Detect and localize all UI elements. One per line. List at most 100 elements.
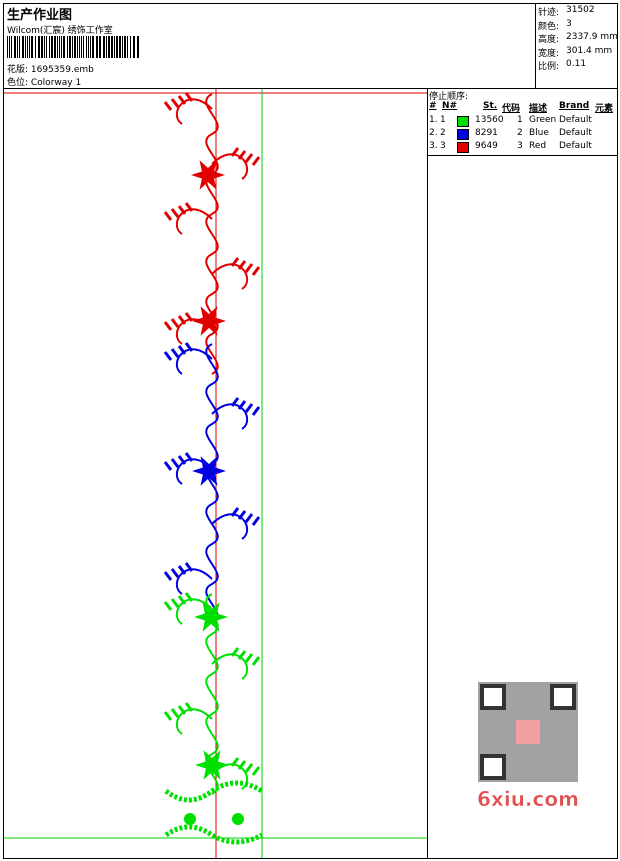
dot (232, 813, 244, 825)
stat-label: 颜色: (538, 21, 560, 32)
leaf (230, 757, 240, 767)
bar (83, 36, 84, 58)
stat-value: 31502 (566, 5, 595, 15)
leaf (184, 702, 194, 712)
leaf (163, 461, 173, 471)
dot (184, 813, 196, 825)
leaf (177, 595, 187, 605)
row-index: 3. (429, 141, 438, 151)
brand: Default (559, 128, 592, 138)
flower (191, 160, 225, 190)
bar (67, 36, 68, 58)
leaf (170, 708, 180, 718)
bar (61, 36, 62, 58)
leaf (251, 656, 261, 666)
bar (119, 36, 121, 58)
leaf (237, 650, 247, 660)
leaf (251, 266, 261, 276)
row-n: 1 (440, 115, 446, 125)
border (164, 780, 264, 803)
leaf (244, 153, 254, 163)
stat-label: 比例: (538, 62, 560, 72)
bar (122, 36, 123, 58)
bar (108, 36, 110, 58)
bar (41, 36, 43, 58)
tendril (211, 153, 249, 180)
bar (92, 36, 94, 58)
leaf (237, 510, 247, 520)
bar (14, 36, 16, 58)
tendril (175, 598, 213, 625)
column-header: 代码 (502, 104, 521, 114)
leaf (244, 403, 254, 413)
color-swatch (457, 116, 469, 127)
leaf (170, 458, 180, 468)
leaf (184, 452, 194, 462)
bar (77, 36, 78, 58)
bar (51, 36, 53, 58)
stitches: 8291 (475, 128, 498, 138)
column-header: N# (442, 101, 458, 111)
bar (81, 36, 82, 58)
bar (54, 36, 56, 58)
bar (137, 36, 139, 58)
bar (59, 36, 60, 58)
description: Blue (529, 128, 549, 138)
tendril (175, 348, 213, 375)
qr-corner (480, 754, 506, 780)
leaf (244, 513, 254, 523)
stop-box (427, 88, 618, 156)
leaf (184, 342, 194, 352)
tendril (211, 263, 249, 290)
leaf (177, 315, 187, 325)
stat-label: 针迹: (538, 8, 560, 18)
bar (29, 36, 30, 58)
leaf (170, 348, 180, 358)
leaf (251, 516, 261, 526)
column-header: 描述 (529, 104, 548, 114)
tendril (175, 568, 213, 595)
leaf (170, 318, 180, 328)
qr-logo (516, 720, 540, 744)
leaf (230, 257, 240, 267)
stat-value: 2337.9 mm (566, 32, 618, 42)
leaf (230, 647, 240, 657)
code: 1 (517, 115, 523, 125)
leaf (163, 571, 173, 581)
tendril (175, 708, 213, 735)
tendril (211, 403, 249, 430)
leaf (170, 98, 180, 108)
leaf (177, 95, 187, 105)
design-file: 花版: 1695359.emb (7, 65, 94, 75)
flower (195, 750, 229, 780)
leaf (177, 455, 187, 465)
stitches: 9649 (475, 141, 498, 151)
leaf (170, 208, 180, 218)
brand: Default (559, 141, 592, 151)
leaf (177, 205, 187, 215)
leaf (251, 156, 261, 166)
leaf (244, 653, 254, 663)
bar (35, 36, 36, 58)
column-header: St. (483, 101, 498, 111)
bar (106, 36, 107, 58)
bar (31, 36, 33, 58)
watermark: 6xiu.com (477, 787, 579, 810)
bar (114, 36, 115, 58)
barcode (7, 36, 139, 58)
stat-value: 301.4 mm (566, 45, 613, 56)
color-swatch (457, 142, 469, 153)
bar (88, 36, 89, 58)
bar (17, 36, 18, 58)
brand: Default (559, 115, 592, 125)
tendril (175, 208, 213, 235)
leaf (170, 568, 180, 578)
bar (25, 36, 26, 58)
bar (96, 36, 98, 58)
bar (19, 36, 20, 58)
company: Wilcom(汇宸) 绣饰工作室 (7, 26, 113, 36)
leaf (184, 92, 194, 102)
leaf (163, 351, 173, 361)
flower (192, 306, 226, 336)
